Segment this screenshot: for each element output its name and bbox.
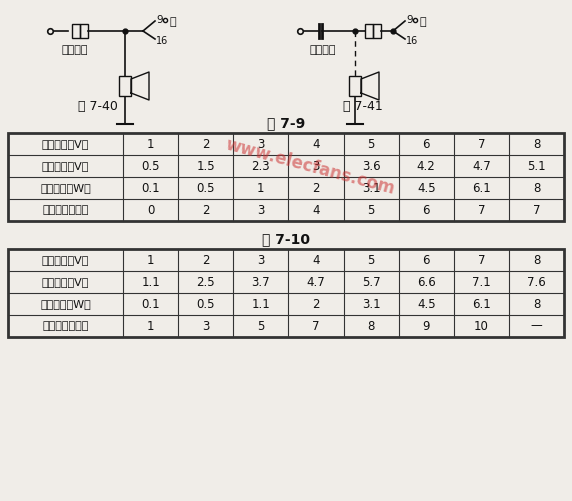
Text: 3: 3	[202, 320, 209, 333]
Text: 6: 6	[423, 203, 430, 216]
Text: 7.6: 7.6	[527, 276, 546, 289]
Text: 16: 16	[406, 36, 418, 46]
Text: 功放输出: 功放输出	[310, 45, 336, 55]
Text: 3: 3	[312, 159, 320, 172]
Text: 0.1: 0.1	[141, 298, 160, 311]
Bar	[80, 24, 88, 38]
Text: 表 7-10: 表 7-10	[262, 232, 310, 246]
Text: 胸: 胸	[170, 17, 177, 27]
Text: 7: 7	[478, 137, 485, 150]
Text: 5.1: 5.1	[527, 159, 546, 172]
Text: 直流电压（V）: 直流电压（V）	[42, 277, 89, 287]
Bar	[373, 24, 381, 38]
Text: 2.3: 2.3	[252, 159, 270, 172]
Text: 2: 2	[202, 254, 209, 267]
Text: 1: 1	[147, 137, 154, 150]
Text: 9: 9	[423, 320, 430, 333]
Polygon shape	[361, 72, 379, 100]
Text: 1: 1	[147, 320, 154, 333]
Text: 3.1: 3.1	[362, 298, 380, 311]
Text: 直流电压（V）: 直流电压（V）	[42, 161, 89, 171]
Text: 5.7: 5.7	[362, 276, 380, 289]
Bar	[119, 76, 131, 96]
Text: 3: 3	[257, 137, 264, 150]
Text: 表 7-9: 表 7-9	[267, 116, 305, 130]
Text: 2: 2	[202, 203, 209, 216]
Text: 1.1: 1.1	[141, 276, 160, 289]
Text: 9: 9	[156, 15, 162, 25]
Text: 8: 8	[533, 181, 540, 194]
Text: 交流电压（V）: 交流电压（V）	[42, 139, 89, 149]
Text: 7: 7	[478, 254, 485, 267]
Text: 0.5: 0.5	[196, 298, 215, 311]
Text: 1: 1	[257, 181, 265, 194]
Text: 5: 5	[367, 137, 375, 150]
Text: 3: 3	[257, 203, 264, 216]
Text: 0: 0	[147, 203, 154, 216]
Text: 7.1: 7.1	[472, 276, 491, 289]
Text: 对应功率（W）: 对应功率（W）	[40, 183, 91, 193]
Text: 7: 7	[478, 203, 485, 216]
Bar	[365, 24, 373, 38]
Text: 4.2: 4.2	[417, 159, 435, 172]
Text: 2.5: 2.5	[196, 276, 215, 289]
Text: 3.1: 3.1	[362, 181, 380, 194]
Text: 胸: 胸	[420, 17, 427, 27]
Text: 3.7: 3.7	[252, 276, 270, 289]
Text: 8: 8	[533, 254, 540, 267]
Bar	[349, 76, 361, 96]
Text: 6: 6	[423, 137, 430, 150]
Text: 0.5: 0.5	[141, 159, 160, 172]
Bar	[8, 249, 564, 337]
Text: 5: 5	[257, 320, 264, 333]
Text: 3.6: 3.6	[362, 159, 380, 172]
Text: 6.6: 6.6	[417, 276, 435, 289]
Text: 5: 5	[367, 203, 375, 216]
Text: 4: 4	[312, 254, 320, 267]
Text: 4: 4	[312, 137, 320, 150]
Text: 4.5: 4.5	[417, 181, 435, 194]
Text: 16: 16	[156, 36, 168, 46]
Text: 点亮管数（只）: 点亮管数（只）	[42, 321, 89, 331]
Text: 2: 2	[312, 298, 320, 311]
Text: 0.5: 0.5	[196, 181, 215, 194]
Text: 4.7: 4.7	[307, 276, 325, 289]
Text: 图 7-41: 图 7-41	[343, 100, 382, 113]
Text: 1.1: 1.1	[252, 298, 270, 311]
Text: 对应功率（W）: 对应功率（W）	[40, 299, 91, 309]
Text: 10: 10	[474, 320, 488, 333]
Text: 2: 2	[312, 181, 320, 194]
Text: 3: 3	[257, 254, 264, 267]
Bar	[8, 133, 564, 221]
Text: 4: 4	[312, 203, 320, 216]
Text: 7: 7	[533, 203, 540, 216]
Text: 0.1: 0.1	[141, 181, 160, 194]
Text: 6.1: 6.1	[472, 298, 491, 311]
Text: —: —	[531, 320, 542, 333]
Text: 5: 5	[367, 254, 375, 267]
Text: 6: 6	[423, 254, 430, 267]
Text: 1: 1	[147, 254, 154, 267]
Text: 4.7: 4.7	[472, 159, 491, 172]
Text: 8: 8	[533, 298, 540, 311]
Text: 8: 8	[367, 320, 375, 333]
Bar	[72, 24, 80, 38]
Text: 9: 9	[406, 15, 412, 25]
Text: 1.5: 1.5	[196, 159, 215, 172]
Text: 8: 8	[533, 137, 540, 150]
Polygon shape	[131, 72, 149, 100]
Text: 功放输出: 功放输出	[62, 45, 89, 55]
Text: www.elecfans.com: www.elecfans.com	[223, 136, 397, 198]
Text: 点亮管数（只）: 点亮管数（只）	[42, 205, 89, 215]
Text: 4.5: 4.5	[417, 298, 435, 311]
Text: 图 7-40: 图 7-40	[78, 100, 117, 113]
Text: 交流电压（V）: 交流电压（V）	[42, 255, 89, 265]
Text: 2: 2	[202, 137, 209, 150]
Text: 7: 7	[312, 320, 320, 333]
Text: 6.1: 6.1	[472, 181, 491, 194]
